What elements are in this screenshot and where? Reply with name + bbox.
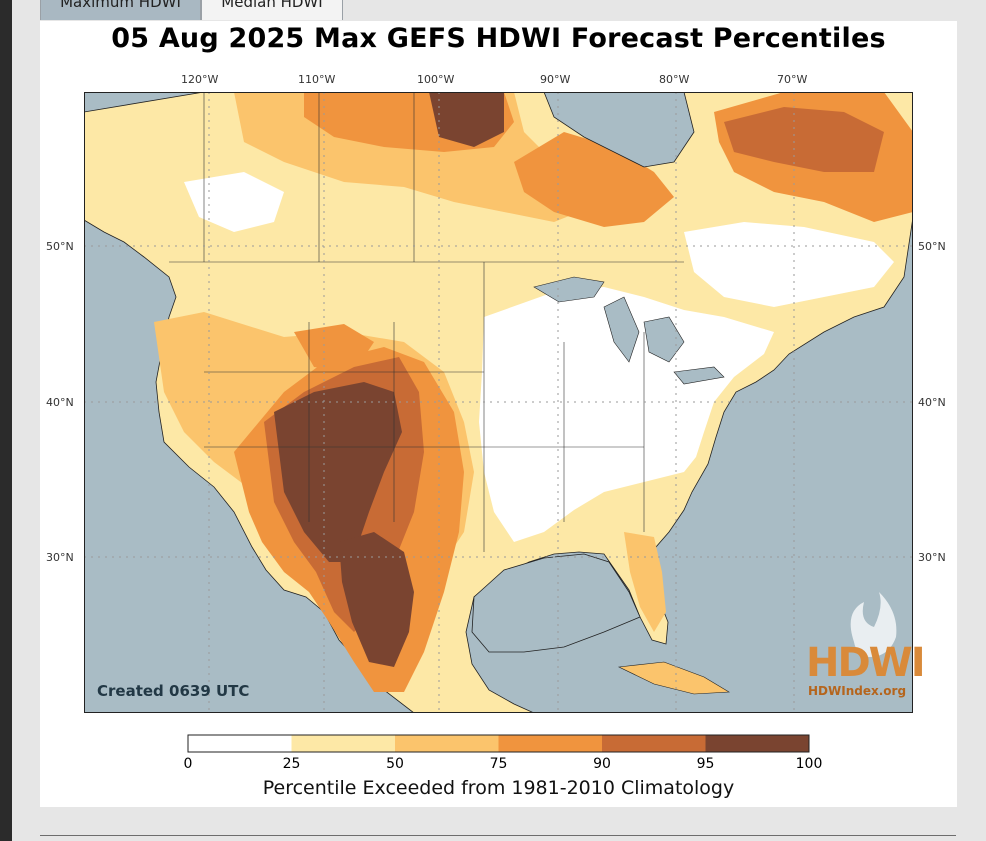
map-title: 05 Aug 2025 Max GEFS HDWI Forecast Perce… [111, 23, 886, 54]
zone-90-95-hudson [724, 107, 884, 172]
colorbar-segment-50-75 [395, 735, 499, 752]
lat-label-50n-right: 50°N [918, 240, 946, 253]
lat-label-30n-left: 30°N [46, 551, 74, 564]
window-edge [0, 0, 12, 841]
zone-50-75-florida [624, 532, 666, 632]
zone-0-25-quebec [684, 222, 894, 307]
lon-label-90w: 90°W [540, 73, 571, 86]
colorbar-tick-25: 25 [282, 756, 301, 772]
colorbar-tick-90: 90 [593, 756, 611, 772]
state-boundaries [169, 92, 684, 552]
colorbar-segment-0-25 [188, 735, 292, 752]
gulf-of-mexico [471, 553, 641, 653]
colorbar-segment-75-90 [498, 735, 602, 752]
created-timestamp: Created 0639 UTC [97, 682, 250, 700]
colorbar-label: Percentile Exceeded from 1981-2010 Clima… [262, 777, 735, 799]
lat-label-40n-right: 40°N [918, 396, 946, 409]
forecast-map [84, 92, 913, 713]
lat-label-40n-left: 40°N [46, 396, 74, 409]
lat-label-30n-right: 30°N [918, 551, 946, 564]
tab-maximum-hdwi-label: Maximum HDWI [60, 0, 181, 11]
hdwi-site-link[interactable]: HDWIndex.org [808, 684, 907, 698]
colorbar [187, 734, 810, 753]
hudson-bay [543, 92, 695, 168]
hdwi-logo: HDWI [806, 640, 926, 686]
colorbar-tick-0: 0 [183, 756, 193, 772]
lon-label-80w: 80°W [659, 73, 690, 86]
lon-label-110w: 110°W [298, 73, 336, 86]
bottom-rule [40, 835, 956, 836]
tab-median-hdwi-label: Median HDWI [221, 0, 323, 11]
cuba [617, 661, 730, 695]
map-frame [84, 92, 913, 713]
colorbar-frame [187, 734, 810, 753]
great-lakes [533, 276, 725, 385]
colorbar-tick-50: 50 [386, 756, 404, 772]
tab-maximum-hdwi[interactable]: Maximum HDWI [40, 0, 201, 20]
lat-label-50n-left: 50°N [46, 240, 74, 253]
zone-95-100-mexico [339, 532, 414, 667]
zone-95-100-four-corners [274, 382, 402, 562]
lon-label-100w: 100°W [417, 73, 455, 86]
colorbar-tick-95: 95 [696, 756, 715, 772]
lon-label-70w: 70°W [777, 73, 808, 86]
tab-median-hdwi[interactable]: Median HDWI [201, 0, 343, 20]
graticule [84, 92, 913, 713]
colorbar-tick-100: 100 [795, 756, 823, 772]
zone-95-100-manitoba [429, 92, 504, 147]
colorbar-tick-75: 75 [489, 756, 508, 772]
hdwi-logo-flame [850, 592, 897, 657]
colorbar-segment-25-50 [291, 735, 395, 752]
colorbar-segment-90-95 [602, 735, 706, 752]
zone-75-90-ontario [514, 132, 674, 227]
zone-75-90-rockies [294, 324, 374, 372]
zone-0-25-bc [184, 172, 284, 232]
zone-0-25-east [479, 287, 774, 542]
colorbar-segment-95-100 [705, 735, 809, 752]
lon-label-120w: 120°W [181, 73, 219, 86]
